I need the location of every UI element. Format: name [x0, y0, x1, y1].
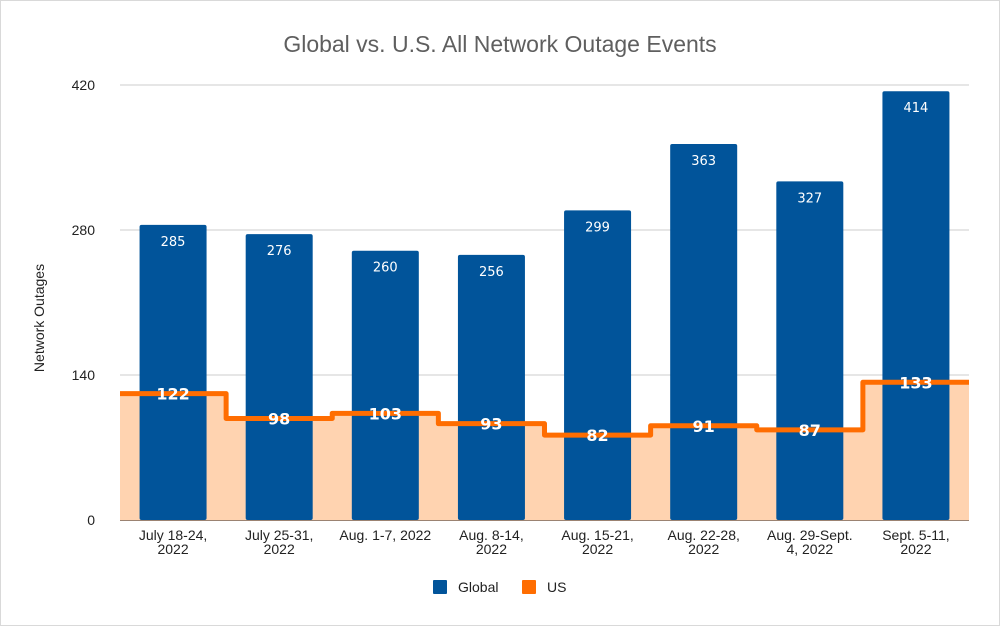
- x-tick-line: Aug. 15-21,: [561, 527, 633, 543]
- global-bar: [351, 250, 419, 520]
- x-tick-line: 4, 2022: [786, 541, 833, 557]
- legend-swatch-us: [522, 580, 536, 594]
- x-tick-line: 2022: [900, 541, 931, 557]
- x-tick-line: Aug. 1-7, 2022: [339, 527, 431, 543]
- x-tick-line: 2022: [476, 541, 507, 557]
- legend-swatch-global: [433, 580, 447, 594]
- x-tick-label: Aug. 1-7, 2022: [339, 527, 431, 543]
- x-tick-line: 2022: [688, 541, 719, 557]
- us-line: [120, 379, 969, 438]
- x-tick-label: July 18-24, 2022: [139, 527, 207, 557]
- y-axis-ticks: 0 140 280 420: [72, 77, 96, 528]
- x-tick-label: Sept. 5-11, 2022: [882, 527, 949, 557]
- y-tick-label: 0: [87, 512, 95, 528]
- global-bar: [776, 181, 844, 521]
- x-tick-line: Sept. 5-11,: [882, 527, 949, 543]
- x-tick-line: 2022: [582, 541, 613, 557]
- y-axis-label: Network Outages: [31, 264, 47, 372]
- us-data-labels: 122 98 103 93 82 91 87 133: [156, 373, 932, 445]
- us-data-label: 91: [693, 417, 715, 436]
- global-bar: [457, 254, 525, 520]
- legend-label-us: US: [547, 579, 566, 595]
- x-tick-label: July 25-31, 2022: [245, 527, 313, 557]
- x-tick-line: Aug. 22-28,: [667, 527, 739, 543]
- global-data-label: 327: [797, 191, 822, 206]
- global-bar: [139, 224, 207, 521]
- x-tick-label: Aug. 22-28, 2022: [667, 527, 739, 557]
- x-tick-label: Aug. 8-14, 2022: [459, 527, 524, 557]
- x-tick-line: 2022: [264, 541, 295, 557]
- us-step-line: [120, 379, 969, 438]
- y-tick-label: 420: [72, 77, 96, 93]
- us-data-label: 82: [586, 426, 608, 445]
- x-tick-line: Aug. 29-Sept.: [767, 527, 853, 543]
- y-tick-label: 140: [72, 367, 96, 383]
- x-tick-line: July 18-24,: [139, 527, 207, 543]
- global-data-label: 256: [479, 265, 504, 280]
- chart-title: Global vs. U.S. All Network Outage Event…: [283, 31, 716, 57]
- us-data-label: 133: [899, 373, 932, 392]
- global-data-label: 414: [904, 101, 929, 116]
- x-tick-label: Aug. 15-21, 2022: [561, 527, 633, 557]
- global-bars: [139, 91, 950, 521]
- global-data-label: 260: [373, 261, 398, 276]
- x-tick-line: July 25-31,: [245, 527, 313, 543]
- x-tick-line: Aug. 8-14,: [459, 527, 524, 543]
- global-data-label: 285: [161, 235, 186, 250]
- us-data-label: 122: [156, 385, 189, 404]
- y-tick-label: 280: [72, 222, 96, 238]
- legend: Global US: [433, 579, 566, 595]
- global-bar: [564, 210, 632, 521]
- global-data-label: 299: [585, 220, 610, 235]
- us-data-label: 103: [369, 404, 402, 423]
- global-data-label: 363: [691, 154, 716, 169]
- global-data-labels: 285 276 260 256 299 363 327 414: [161, 101, 929, 280]
- x-tick-line: 2022: [157, 541, 188, 557]
- us-data-label: 93: [480, 415, 502, 434]
- legend-label-global: Global: [458, 579, 498, 595]
- global-bar: [245, 234, 313, 520]
- us-data-label: 98: [268, 410, 290, 429]
- global-bar: [670, 144, 738, 521]
- global-bar: [882, 91, 950, 520]
- us-data-label: 87: [799, 421, 821, 440]
- global-data-label: 276: [267, 244, 292, 259]
- x-tick-label: Aug. 29-Sept. 4, 2022: [767, 527, 853, 557]
